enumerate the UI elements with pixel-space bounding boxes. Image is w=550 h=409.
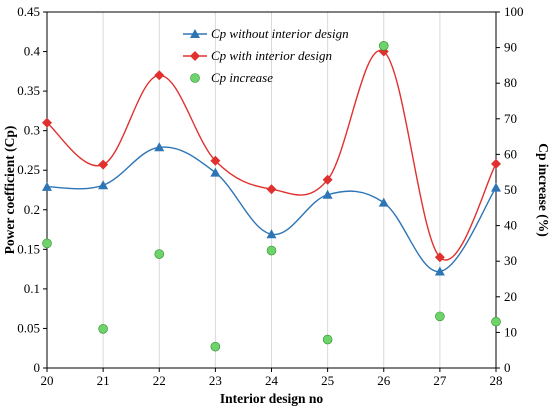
legend: Cp without interior design Cp with interi… <box>183 26 349 85</box>
y-tick-label: 0.35 <box>17 83 40 98</box>
data-point <box>491 182 501 192</box>
series-line <box>46 49 497 261</box>
x-tick-label: 21 <box>97 373 110 388</box>
series-layer <box>42 41 501 352</box>
axes: 20 21 22 23 24 25 26 27 2800.050.10.150.20.250.3… <box>2 4 550 406</box>
legend-swatch-marker <box>190 51 200 61</box>
series-2 <box>42 41 501 352</box>
x-tick-label: 28 <box>490 373 503 388</box>
y-tick-label: 0 <box>34 360 41 375</box>
data-point <box>154 142 165 152</box>
data-point <box>491 316 501 327</box>
data-point <box>154 249 165 259</box>
data-point <box>42 117 52 128</box>
y-axis-title: Power coefficient (Cp) <box>2 126 17 255</box>
y2-tick-label: 70 <box>504 111 517 126</box>
y-tick-label: 0.45 <box>17 4 40 19</box>
y2-tick-label: 30 <box>504 253 517 268</box>
series-line <box>46 146 497 273</box>
legend-item: Cp with interior design <box>183 48 332 63</box>
y-tick-label: 0.1 <box>24 281 40 296</box>
data-point <box>378 197 389 207</box>
data-point <box>491 158 501 169</box>
legend-swatch-marker <box>190 29 200 38</box>
data-point <box>266 229 277 239</box>
x-axis-title: Interior design no <box>220 391 324 406</box>
y-tick-label: 0.4 <box>24 44 41 59</box>
y2-tick-label: 80 <box>504 75 517 90</box>
legend-label: Cp with interior design <box>211 48 332 63</box>
y2-tick-label: 90 <box>504 40 517 55</box>
data-point <box>210 155 221 166</box>
y2-tick-label: 10 <box>504 324 517 339</box>
legend-item: Cp increase <box>190 70 273 85</box>
data-point <box>210 167 221 177</box>
y-tick-label: 0.15 <box>17 241 40 256</box>
data-point <box>98 159 109 170</box>
data-point <box>434 252 445 263</box>
data-point <box>210 341 221 352</box>
data-point <box>42 181 52 191</box>
y2-tick-label: 0 <box>504 360 511 375</box>
y2-tick-label: 20 <box>504 289 517 304</box>
x-tick-label: 20 <box>41 373 54 388</box>
y2-tick-label: 40 <box>504 218 517 233</box>
x-tick-label: 25 <box>321 373 334 388</box>
x-tick-label: 24 <box>265 373 279 388</box>
data-point <box>378 41 389 51</box>
data-point <box>435 311 445 322</box>
x-tick-label: 26 <box>377 373 391 388</box>
y-tick-label: 0.05 <box>17 320 40 335</box>
data-point <box>322 334 333 345</box>
y2-tick-label: 60 <box>504 146 517 161</box>
y-tick-label: 0.3 <box>24 123 40 138</box>
y2-tick-label: 100 <box>504 4 524 19</box>
legend-label: Cp increase <box>211 70 273 85</box>
data-point <box>266 184 277 195</box>
y2-axis-title: Cp increase (%) <box>536 143 550 237</box>
x-tick-label: 22 <box>153 373 166 388</box>
data-point <box>322 189 333 199</box>
x-tick-label: 23 <box>209 373 222 388</box>
legend-label: Cp without interior design <box>211 26 349 41</box>
data-point <box>98 324 108 334</box>
data-point <box>154 70 165 81</box>
legend-swatch-marker <box>190 73 200 83</box>
data-point <box>42 238 52 249</box>
data-point <box>98 180 109 190</box>
x-tick-label: 27 <box>433 373 447 388</box>
y-tick-label: 0.25 <box>17 162 40 177</box>
legend-item: Cp without interior design <box>183 26 349 41</box>
series-0 <box>42 142 501 276</box>
data-point <box>266 245 277 256</box>
y2-tick-label: 50 <box>504 182 517 197</box>
y-tick-label: 0.2 <box>24 202 40 217</box>
data-point <box>322 174 333 185</box>
data-point <box>434 266 445 276</box>
